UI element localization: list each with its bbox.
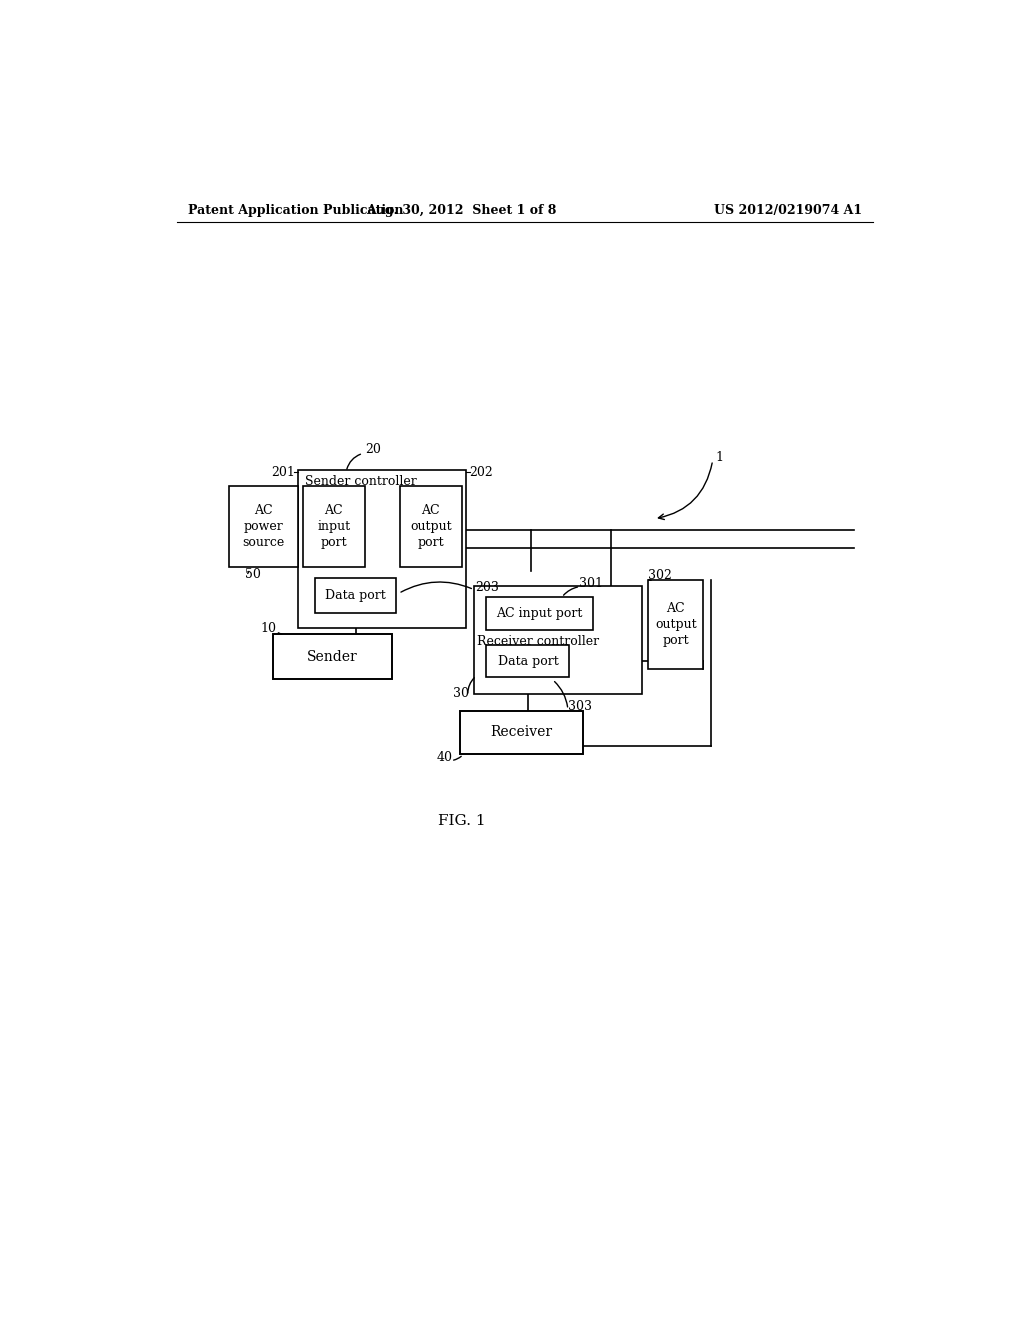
Text: 30: 30 [454, 686, 469, 700]
Bar [486, 645, 569, 677]
Text: 1: 1 [716, 450, 724, 463]
Bar [648, 581, 703, 669]
Text: Data port: Data port [498, 655, 558, 668]
Text: 202: 202 [469, 466, 494, 479]
Text: 302: 302 [648, 569, 672, 582]
Text: 20: 20 [366, 444, 381, 455]
Text: Patent Application Publication: Patent Application Publication [188, 205, 403, 218]
Bar [229, 486, 298, 566]
Text: 303: 303 [568, 700, 592, 713]
Bar [273, 635, 392, 678]
Text: 10: 10 [261, 622, 276, 635]
Text: 301: 301 [579, 577, 603, 590]
Text: Sender controller: Sender controller [304, 474, 417, 487]
Text: Receiver controller: Receiver controller [477, 635, 599, 648]
Text: FIG. 1: FIG. 1 [438, 813, 485, 828]
Bar [315, 578, 396, 612]
Text: 203: 203 [475, 581, 500, 594]
Text: AC
input
port: AC input port [317, 503, 350, 549]
Bar [460, 711, 584, 754]
Text: Aug. 30, 2012  Sheet 1 of 8: Aug. 30, 2012 Sheet 1 of 8 [367, 205, 557, 218]
Bar [298, 470, 466, 628]
Text: AC
power
source: AC power source [243, 503, 285, 549]
Bar [474, 586, 642, 693]
Text: AC input port: AC input port [497, 607, 583, 620]
Bar [400, 486, 462, 566]
Text: 40: 40 [436, 751, 453, 764]
Text: 50: 50 [245, 568, 260, 581]
Text: AC
output
port: AC output port [410, 503, 452, 549]
Bar [303, 486, 365, 566]
Text: US 2012/0219074 A1: US 2012/0219074 A1 [714, 205, 862, 218]
Text: 201: 201 [270, 466, 295, 479]
Text: AC
output
port: AC output port [655, 602, 696, 647]
Bar [486, 597, 593, 630]
Text: Receiver: Receiver [490, 726, 553, 739]
Text: Sender: Sender [307, 649, 358, 664]
Text: Data port: Data port [326, 589, 386, 602]
